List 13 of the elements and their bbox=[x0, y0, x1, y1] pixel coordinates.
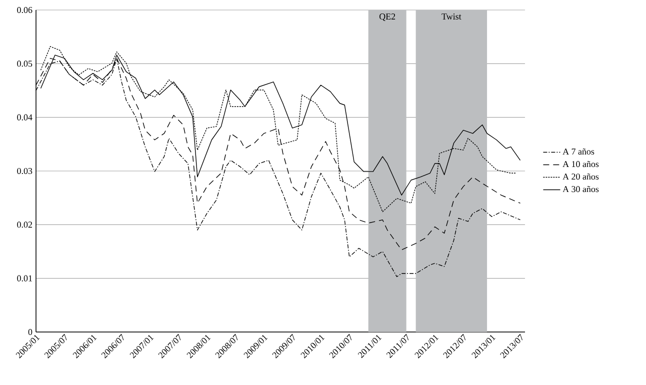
y-tick-label: 0 bbox=[28, 328, 32, 336]
band-label: Twist bbox=[442, 14, 462, 20]
band-label: QE2 bbox=[379, 14, 396, 21]
legend-label: A 10 años bbox=[562, 160, 599, 168]
y-tick-label: 0.05 bbox=[17, 60, 32, 67]
legend-label: A 7 años bbox=[562, 148, 594, 155]
y-tick-label: 0.03 bbox=[17, 168, 32, 174]
y-tick-label: 0.04 bbox=[17, 114, 32, 120]
legend-label: A 20 años bbox=[562, 173, 599, 180]
y-tick-label: 0.06 bbox=[17, 6, 32, 14]
y-tick-label: 0.02 bbox=[17, 222, 32, 228]
legend-label: A 30 años bbox=[562, 186, 599, 192]
y-tick-label: 0.01 bbox=[17, 275, 32, 282]
